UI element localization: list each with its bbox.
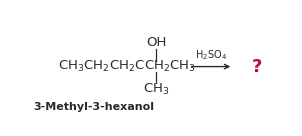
Text: 3-Methyl-3-hexanol: 3-Methyl-3-hexanol: [34, 102, 154, 112]
Text: OH: OH: [146, 36, 166, 49]
Text: ?: ?: [251, 58, 262, 76]
Text: $\mathregular{H_2SO_4}$: $\mathregular{H_2SO_4}$: [195, 49, 227, 62]
Text: $\mathregular{CH_3}$: $\mathregular{CH_3}$: [143, 82, 169, 97]
Text: $\mathregular{CH_3CH_2CH_2CCH_2CH_3}$: $\mathregular{CH_3CH_2CH_2CCH_2CH_3}$: [58, 59, 196, 74]
